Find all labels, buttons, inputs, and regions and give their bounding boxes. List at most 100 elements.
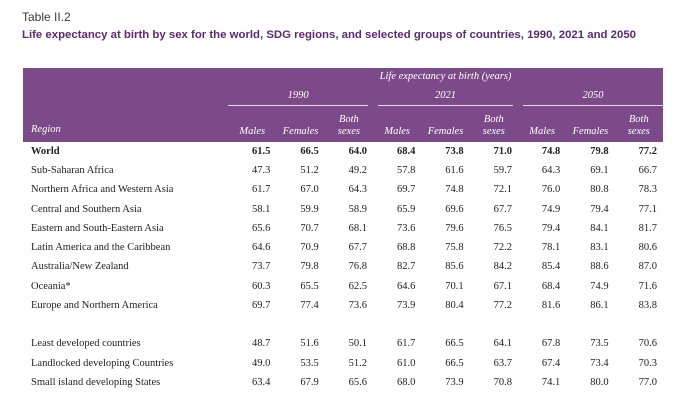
region-cell: Central and Southern Asia (31, 203, 142, 215)
region-cell: Oceania* (31, 280, 71, 292)
value-cell: 68.8 (396, 242, 416, 254)
value-cell: 64.0 (348, 145, 368, 157)
header-spacer (23, 85, 229, 106)
value-cell: 60.3 (252, 280, 271, 292)
value-cell: 70.9 (300, 242, 319, 254)
value-cell: 67.7 (348, 242, 368, 254)
region-cell: Australia/New Zealand (31, 261, 129, 273)
value-cell: 74.1 (541, 376, 561, 388)
value-cell: 77.0 (638, 376, 657, 388)
value-cell: 66.7 (638, 164, 657, 176)
value-cell: 53.5 (300, 357, 319, 369)
value-cell: 64.3 (541, 164, 561, 176)
value-cell: 74.8 (541, 145, 561, 157)
value-cell: 76.8 (348, 261, 368, 273)
value-cell: 76.5 (493, 222, 512, 234)
value-cell: 80.4 (445, 300, 464, 312)
table-row: Landlocked developing Countries 49.0 53.5 5… (23, 353, 663, 372)
value-cell: 83.1 (590, 242, 609, 254)
value-cell: 59.7 (493, 164, 512, 176)
value-cell: 80.6 (638, 242, 657, 254)
value-cell: 66.5 (300, 145, 319, 157)
value-cell: 85.4 (541, 261, 561, 273)
value-cell: 73.9 (396, 300, 416, 312)
region-cell: Northern Africa and Western Asia (31, 184, 174, 196)
value-cell: 69.1 (590, 164, 609, 176)
value-cell: 64.6 (252, 242, 271, 254)
value-cell: 67.4 (541, 357, 561, 369)
value-cell: 51.2 (348, 357, 368, 369)
region-cell: Sub-Saharan Africa (31, 164, 114, 176)
females-header: Females (421, 105, 470, 142)
value-cell: 71.6 (638, 280, 657, 292)
value-cell: 77.1 (638, 203, 657, 215)
table-row: Small island developing States 63.4 67.9 65… (23, 373, 663, 392)
spacer-cell (23, 315, 663, 334)
header-spacer (23, 68, 229, 85)
value-cell: 51.6 (300, 338, 319, 350)
value-cell: 73.8 (445, 145, 464, 157)
table-row: Least developed countries 48.7 51.6 50.1 61.… (23, 334, 663, 353)
table-row: Sub-Saharan Africa 47.3 51.2 49.2 57.8 61.6 59… (23, 161, 663, 180)
value-cell: 86.1 (590, 300, 609, 312)
males-header: Males (228, 105, 277, 142)
life-expectancy-table: Life expectancy at birth (years) 1990 20… (23, 68, 663, 392)
value-cell: 50.1 (348, 338, 368, 350)
region-cell: World (31, 145, 60, 157)
value-cell: 73.4 (590, 357, 609, 369)
value-cell: 77.2 (493, 300, 512, 312)
value-cell: 76.0 (541, 184, 561, 196)
value-cell: 78.1 (541, 242, 561, 254)
value-cell: 63.7 (493, 357, 512, 369)
value-cell: 67.0 (300, 184, 319, 196)
value-cell: 57.8 (396, 164, 416, 176)
value-cell: 65.5 (300, 280, 319, 292)
value-cell: 80.0 (590, 376, 609, 388)
value-cell: 59.9 (300, 203, 319, 215)
value-cell: 51.2 (300, 164, 319, 176)
value-cell: 64.6 (396, 280, 416, 292)
region-cell: Eastern and South-Eastern Asia (31, 222, 164, 234)
table-row: Latin America and the Caribbean 64.6 70.9 6… (23, 238, 663, 257)
females-header: Females (276, 105, 325, 142)
section-spacer (23, 315, 663, 334)
value-cell: 68.4 (396, 145, 416, 157)
value-cell: 77.2 (638, 145, 657, 157)
value-cell: 69.6 (445, 203, 464, 215)
males-header: Males (373, 105, 422, 142)
table-title: Life expectancy at birth by sex for the … (22, 29, 637, 41)
table-row: Central and Southern Asia 58.1 59.9 58.9 65.… (23, 199, 663, 218)
females-header: Females (566, 105, 615, 142)
value-cell: 88.6 (590, 261, 609, 273)
region-column-header: Region (23, 105, 229, 142)
value-cell: 82.7 (396, 261, 416, 273)
table-row: Oceania* 60.3 65.5 62.5 64.6 70.1 67.1 68.4 74.9… (23, 277, 663, 296)
value-cell: 68.0 (396, 376, 416, 388)
region-cell: Landlocked developing Countries (31, 357, 174, 369)
value-cell: 61.5 (252, 145, 271, 157)
value-cell: 71.0 (493, 145, 512, 157)
table-row: World 61.5 66.5 64.0 68.4 73.8 71.0 74.8 79.8 77.… (23, 142, 663, 161)
value-cell: 63.4 (252, 376, 271, 388)
value-cell: 69.7 (396, 184, 416, 196)
value-cell: 84.2 (493, 261, 512, 273)
region-cell: Small island developing States (31, 376, 161, 388)
males-header: Males (517, 105, 567, 142)
value-cell: 66.5 (445, 338, 464, 350)
value-cell: 68.4 (541, 280, 561, 292)
region-cell: Europe and Northern America (31, 300, 158, 312)
value-cell: 73.6 (348, 300, 368, 312)
group-header: Life expectancy at birth (years) (228, 68, 663, 85)
region-cell: Least developed countries (31, 338, 141, 350)
value-cell: 73.6 (396, 222, 416, 234)
value-cell: 49.0 (252, 357, 271, 369)
value-cell: 72.1 (493, 184, 512, 196)
value-cell: 74.9 (590, 280, 609, 292)
table-row: Eastern and South-Eastern Asia 65.6 70.7 68… (23, 219, 663, 238)
value-cell: 75.8 (445, 242, 464, 254)
value-cell: 58.1 (252, 203, 271, 215)
value-cell: 68.1 (348, 222, 368, 234)
value-cell: 67.8 (541, 338, 561, 350)
value-cell: 87.0 (638, 261, 657, 273)
value-cell: 83.8 (638, 300, 657, 312)
